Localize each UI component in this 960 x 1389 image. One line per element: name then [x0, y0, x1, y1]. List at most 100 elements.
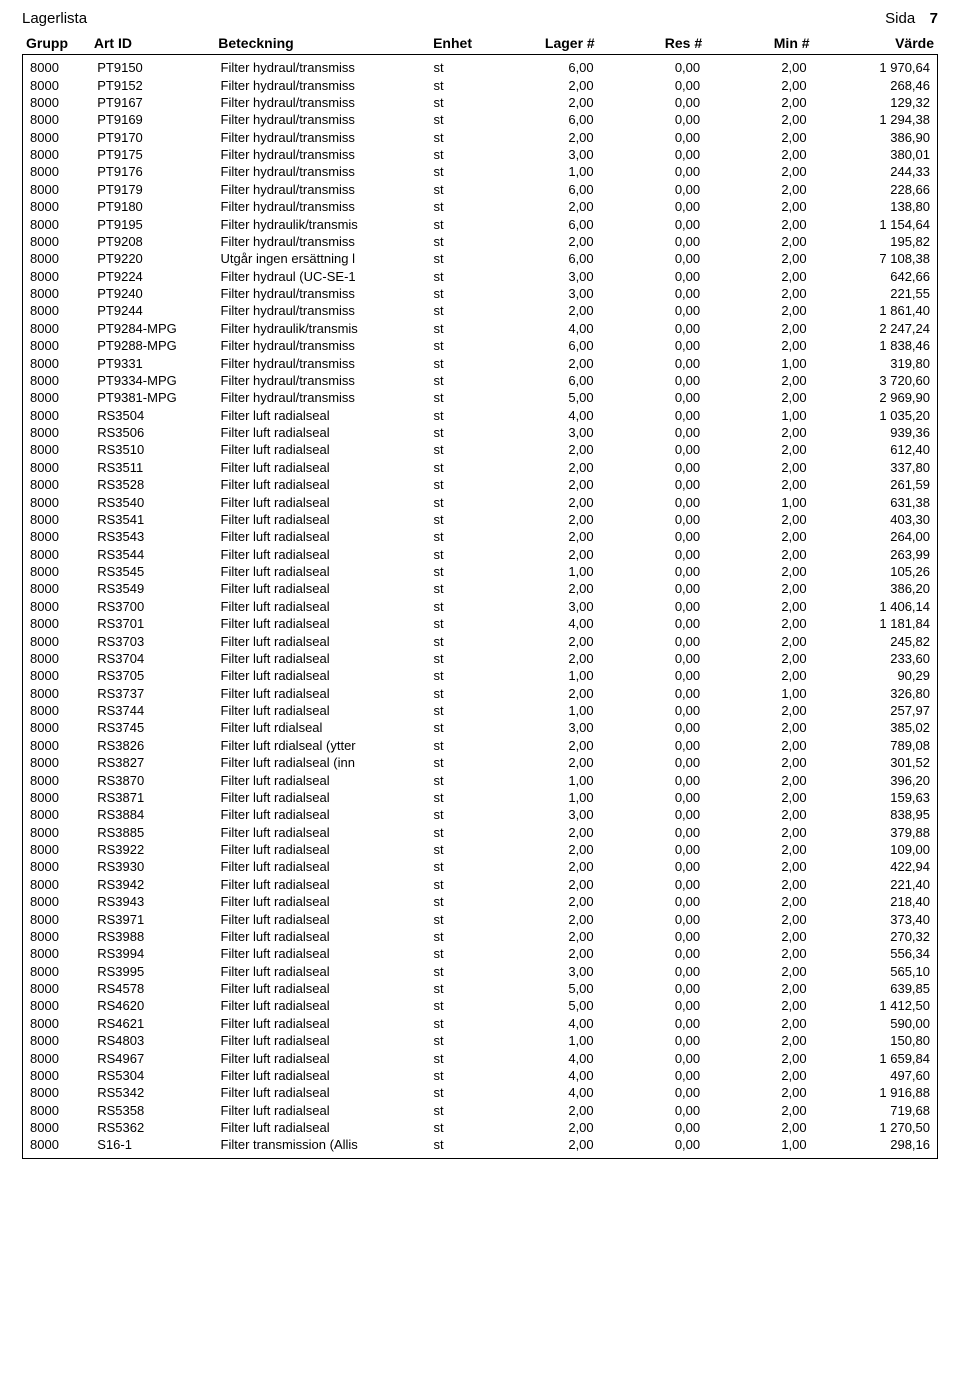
cell-min: 2,00	[704, 1102, 810, 1119]
cell-grupp: 8000	[26, 632, 93, 649]
cell-beteckning: Filter luft radialseal	[217, 580, 430, 597]
cell-lager: 4,00	[491, 615, 597, 632]
cell-beteckning: Filter luft radialseal	[217, 563, 430, 580]
cell-lager: 1,00	[491, 789, 597, 806]
cell-enhet: st	[430, 737, 492, 754]
table-row: 8000PT9179Filter hydraul/transmissst6,00…	[26, 181, 934, 198]
cell-lager: 2,00	[491, 233, 597, 250]
cell-varde: 1 970,64	[811, 59, 934, 76]
cell-grupp: 8000	[26, 719, 93, 736]
cell-res: 0,00	[598, 737, 704, 754]
cell-beteckning: Filter luft radialseal	[217, 997, 430, 1014]
cell-min: 1,00	[704, 493, 810, 510]
cell-enhet: st	[430, 719, 492, 736]
table-body-frame: 8000 PT9150 Filter hydraul/transmiss st 6,00…	[22, 55, 938, 1159]
cell-lager: 2,00	[491, 824, 597, 841]
cell-min: 2,00	[704, 476, 810, 493]
cell-beteckning: Filter hydraul/transmiss	[217, 389, 430, 406]
cell-lager: 6,00	[491, 250, 597, 267]
cell-min: 2,00	[704, 580, 810, 597]
table-row: 8000RS3703Filter luft radialsealst2,000,…	[26, 632, 934, 649]
report-title: Lagerlista	[22, 10, 87, 27]
cell-beteckning: Filter luft radialseal	[217, 667, 430, 684]
cell-artid: RS3705	[93, 667, 216, 684]
cell-res: 0,00	[598, 893, 704, 910]
cell-res: 0,00	[598, 858, 704, 875]
cell-lager: 2,00	[491, 858, 597, 875]
cell-min: 2,00	[704, 598, 810, 615]
cell-beteckning: Filter luft radialseal	[217, 806, 430, 823]
cell-lager: 4,00	[491, 407, 597, 424]
cell-grupp: 8000	[26, 580, 93, 597]
cell-min: 2,00	[704, 129, 810, 146]
cell-artid: PT9150	[93, 59, 216, 76]
table-row: 8000RS4967Filter luft radialsealst4,000,…	[26, 1049, 934, 1066]
cell-res: 0,00	[598, 285, 704, 302]
cell-lager: 2,00	[491, 94, 597, 111]
cell-beteckning: Filter hydraul/transmiss	[217, 285, 430, 302]
cell-min: 2,00	[704, 702, 810, 719]
table-row: 8000PT9334-MPGFilter hydraul/transmissst…	[26, 372, 934, 389]
cell-lager: 2,00	[491, 841, 597, 858]
cell-grupp: 8000	[26, 129, 93, 146]
cell-beteckning: Filter luft radialseal	[217, 876, 430, 893]
cell-res: 0,00	[598, 459, 704, 476]
table-row: 8000RS3942Filter luft radialsealst2,000,…	[26, 876, 934, 893]
cell-grupp: 8000	[26, 546, 93, 563]
cell-res: 0,00	[598, 945, 704, 962]
cell-artid: PT9152	[93, 76, 216, 93]
cell-min: 2,00	[704, 163, 810, 180]
cell-lager: 2,00	[491, 632, 597, 649]
cell-res: 0,00	[598, 129, 704, 146]
cell-res: 0,00	[598, 320, 704, 337]
cell-grupp: 8000	[26, 702, 93, 719]
cell-lager: 4,00	[491, 1067, 597, 1084]
cell-grupp: 8000	[26, 997, 93, 1014]
cell-varde: 90,29	[811, 667, 934, 684]
cell-beteckning: Filter luft radialseal	[217, 928, 430, 945]
cell-min: 2,00	[704, 372, 810, 389]
cell-res: 0,00	[598, 563, 704, 580]
cell-min: 2,00	[704, 650, 810, 667]
table-row: 8000PT9167Filter hydraul/transmissst2,00…	[26, 94, 934, 111]
table-row: 8000RS4803Filter luft radialsealst1,000,…	[26, 1032, 934, 1049]
cell-enhet: st	[430, 459, 492, 476]
cell-grupp: 8000	[26, 111, 93, 128]
table-row: 8000RS3994Filter luft radialsealst2,000,…	[26, 945, 934, 962]
cell-varde: 2 247,24	[811, 320, 934, 337]
cell-artid: RS3549	[93, 580, 216, 597]
cell-lager: 2,00	[491, 198, 597, 215]
cell-lager: 6,00	[491, 181, 597, 198]
cell-grupp: 8000	[26, 910, 93, 927]
cell-lager: 3,00	[491, 598, 597, 615]
cell-beteckning: Filter hydraulik/transmis	[217, 320, 430, 337]
cell-beteckning: Filter luft radialseal	[217, 615, 430, 632]
cell-beteckning: Filter luft radialseal	[217, 858, 430, 875]
cell-min: 2,00	[704, 441, 810, 458]
cell-min: 2,00	[704, 233, 810, 250]
cell-enhet: st	[430, 354, 492, 371]
cell-artid: PT9284-MPG	[93, 320, 216, 337]
cell-grupp: 8000	[26, 1032, 93, 1049]
cell-enhet: st	[430, 493, 492, 510]
cell-min: 2,00	[704, 980, 810, 997]
table-row: 8000RS5342Filter luft radialsealst4,000,…	[26, 1084, 934, 1101]
cell-enhet: st	[430, 1015, 492, 1032]
cell-grupp: 8000	[26, 146, 93, 163]
cell-artid: RS3826	[93, 737, 216, 754]
cell-varde: 264,00	[811, 528, 934, 545]
cell-grupp: 8000	[26, 285, 93, 302]
cell-beteckning: Filter transmission (Allis	[217, 1136, 430, 1153]
cell-lager: 1,00	[491, 163, 597, 180]
cell-varde: 386,90	[811, 129, 934, 146]
cell-artid: PT9208	[93, 233, 216, 250]
cell-grupp: 8000	[26, 563, 93, 580]
cell-artid: PT9179	[93, 181, 216, 198]
cell-grupp: 8000	[26, 1084, 93, 1101]
cell-min: 2,00	[704, 59, 810, 76]
cell-grupp: 8000	[26, 754, 93, 771]
cell-grupp: 8000	[26, 181, 93, 198]
cell-min: 2,00	[704, 667, 810, 684]
cell-beteckning: Filter luft radialseal	[217, 650, 430, 667]
cell-enhet: st	[430, 1067, 492, 1084]
